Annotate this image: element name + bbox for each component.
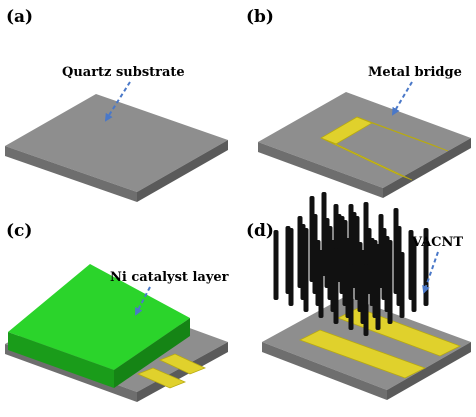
carbon-nanotube bbox=[399, 252, 405, 318]
carbon-nanotube bbox=[333, 248, 339, 324]
carbon-nanotube bbox=[348, 264, 354, 330]
carbon-nanotube bbox=[375, 244, 381, 330]
metal-bridge-c bbox=[136, 353, 207, 389]
carbon-nanotube bbox=[387, 240, 393, 324]
ni-catalyst-layer bbox=[8, 264, 190, 388]
panel-c-arrow-icon bbox=[135, 286, 151, 316]
panel-b-callout: Metal bridge bbox=[368, 65, 462, 80]
panel-c-callout: Ni catalyst layer bbox=[110, 270, 229, 285]
panel-b: (b) Metal bridge bbox=[246, 7, 471, 198]
carbon-nanotube bbox=[288, 228, 294, 306]
panel-d-callout: VACNT bbox=[411, 235, 463, 250]
carbon-nanotube bbox=[273, 230, 279, 300]
panel-c-letter: (c) bbox=[6, 221, 32, 241]
panel-c: (c) Ni catalyst layer bbox=[5, 221, 229, 402]
quartz-substrate bbox=[5, 94, 228, 202]
panel-a-arrow-icon bbox=[104, 81, 131, 122]
carbon-nanotube bbox=[363, 264, 369, 336]
metal-bridge bbox=[320, 116, 449, 181]
quartz-substrate-b bbox=[258, 92, 471, 198]
panel-a-letter: (a) bbox=[6, 7, 33, 27]
panel-d-arrow-icon bbox=[422, 251, 439, 294]
carbon-nanotube bbox=[318, 250, 324, 318]
panel-d-letter: (d) bbox=[246, 221, 274, 241]
carbon-nanotube bbox=[303, 228, 309, 312]
carbon-nanotube bbox=[411, 238, 417, 312]
panel-d: (d) VACNT bbox=[246, 192, 471, 400]
panel-b-arrow-icon bbox=[391, 81, 413, 116]
vacnt-forest bbox=[273, 192, 429, 336]
panel-a: (a) Quartz substrate bbox=[5, 7, 228, 202]
panel-b-letter: (b) bbox=[246, 7, 274, 27]
panel-a-callout: Quartz substrate bbox=[62, 65, 185, 80]
